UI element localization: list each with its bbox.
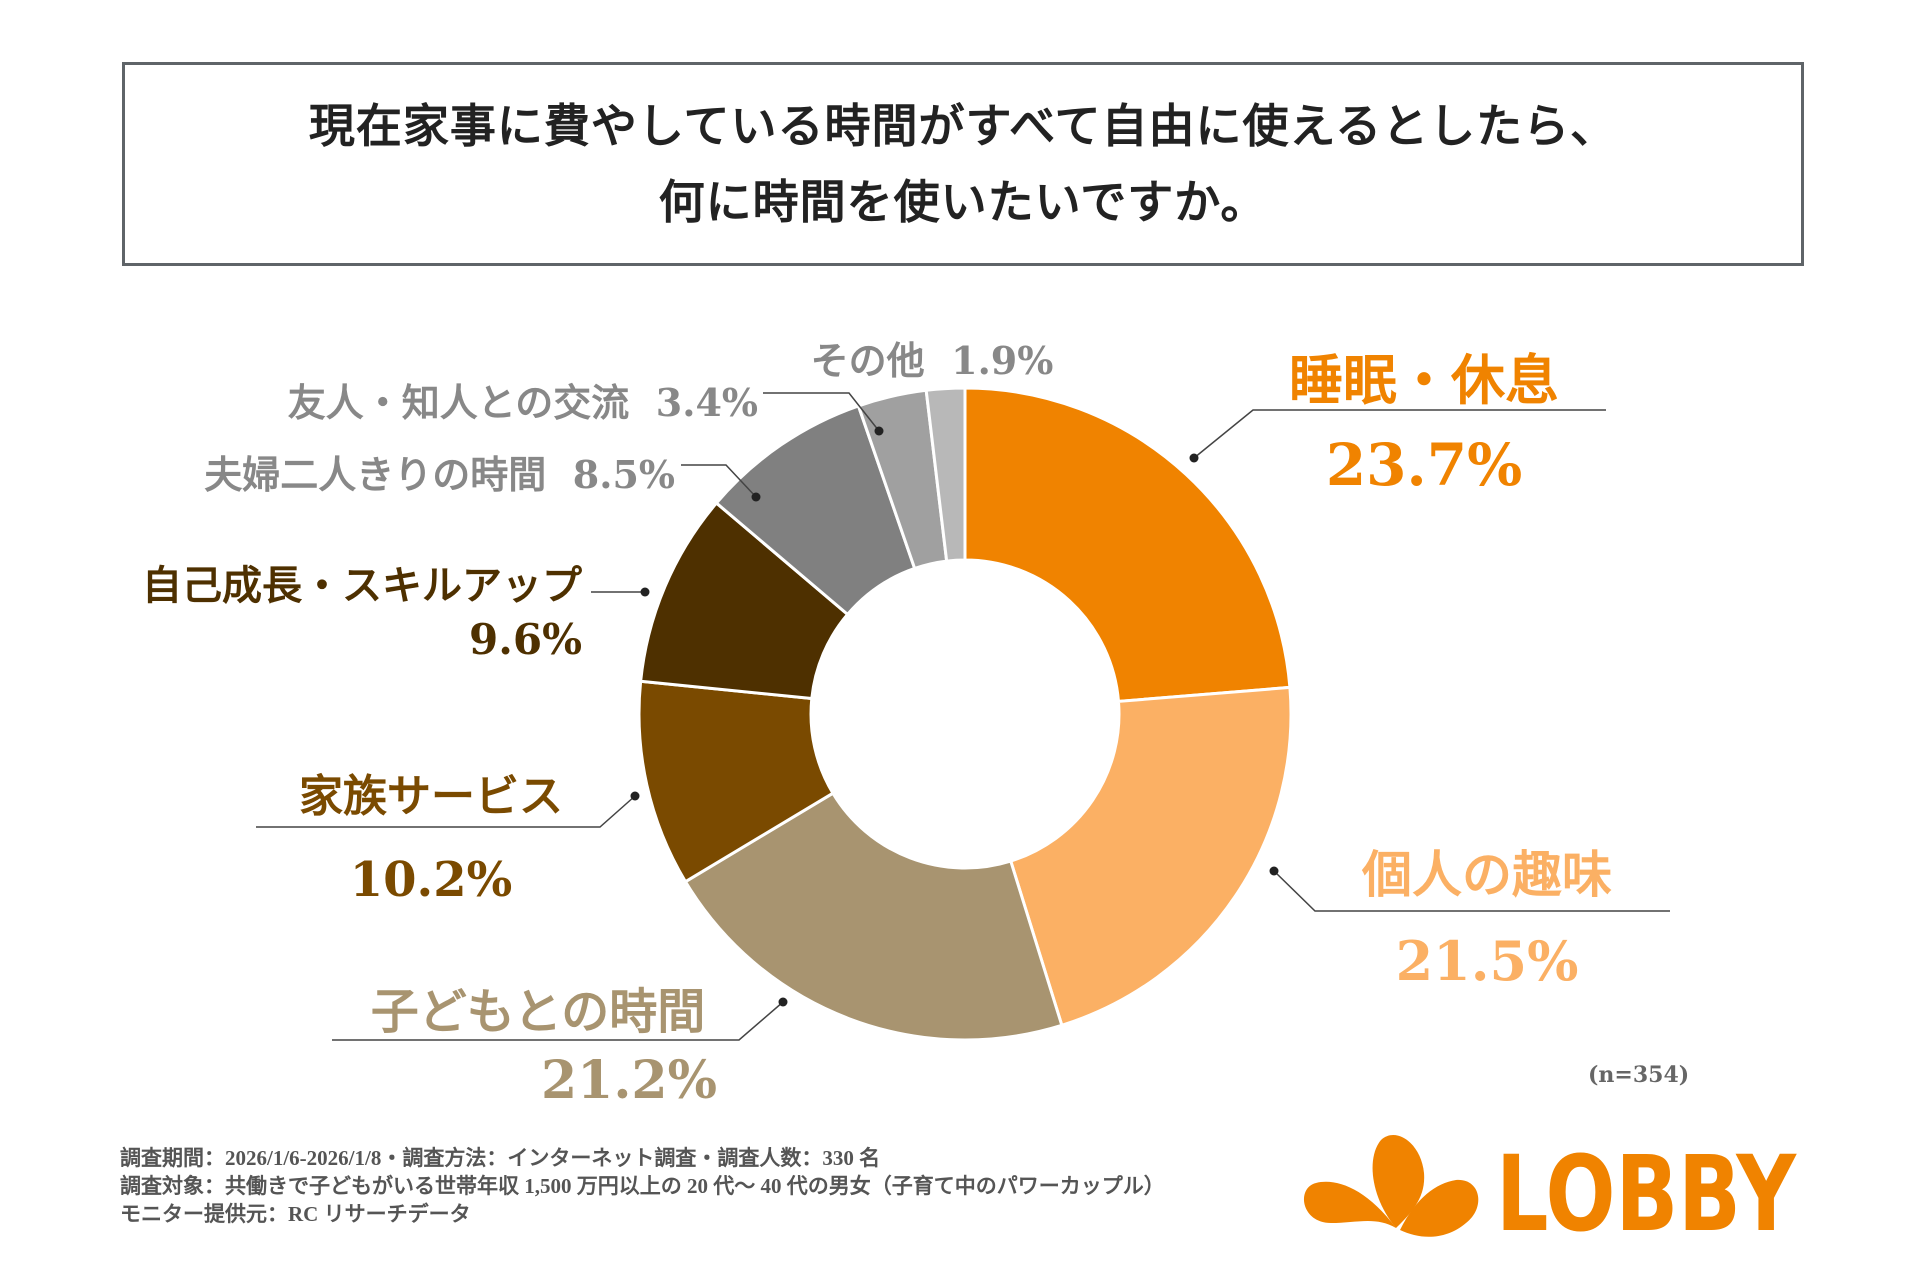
donut-slice	[683, 791, 1064, 1042]
leader-dot	[630, 791, 640, 801]
label-time-with-children: 子どもとの時間	[371, 972, 706, 1042]
leader-line	[256, 795, 636, 828]
leader-dot	[640, 587, 650, 597]
leader-dot	[778, 997, 788, 1007]
label-self-growth: 自己成長・スキルアップ 9.6%	[142, 553, 582, 664]
leader-dot	[1189, 453, 1199, 463]
chart-title-line1: 現在家事に費やしている時間がすべて自由に使えるとしたら、	[308, 99, 1618, 153]
label-value: 8.5%	[572, 452, 675, 497]
leader-line	[332, 1001, 784, 1041]
donut-slice	[639, 500, 850, 701]
label-value: 23.7%	[1325, 431, 1523, 499]
label-friends: 友人・知人との交流 3.4%	[288, 372, 758, 427]
lobby-logo: LOBBY	[1296, 1118, 1816, 1255]
label-text: その他	[810, 338, 925, 383]
label-value: 1.9%	[951, 338, 1054, 383]
label-text: 個人の趣味	[1362, 845, 1612, 904]
title-box: 現在家事に費やしている時間がすべて自由に使えるとしたら、 何に時間を使いたいです…	[122, 62, 1804, 266]
label-family-service: 家族サービス 10.2%	[299, 760, 563, 908]
logo-leaf-icon	[1304, 1135, 1479, 1237]
label-text: 子どもとの時間	[370, 984, 706, 1040]
svg-text:LOBBY: LOBBY	[1496, 1133, 1797, 1248]
label-value-time-with-children: 21.2%	[540, 1050, 718, 1111]
leader-line	[681, 464, 757, 498]
label-text: 夫婦二人きりの時間	[204, 452, 547, 497]
label-personal-hobby: 個人の趣味 21.5%	[1362, 835, 1612, 993]
footnote-period: 調査期間：2026/1/6-2026/1/8・調査方法：インターネット調査・調査…	[120, 1146, 881, 1170]
donut-slice	[1008, 685, 1293, 1028]
label-text: 家族サービス	[299, 771, 563, 822]
leader-dot	[874, 426, 884, 436]
sample-size: (n=354)	[1588, 1062, 1690, 1088]
label-text: 自己成長・スキルアップ	[142, 562, 582, 609]
label-value: 9.6%	[469, 615, 582, 664]
leader-line	[1273, 870, 1670, 912]
leader-dot	[1269, 866, 1279, 876]
label-text: 友人・知人との交流	[287, 380, 630, 425]
label-value: 10.2%	[349, 852, 513, 908]
leader-line	[763, 392, 880, 432]
label-value: 3.4%	[655, 380, 758, 425]
leader-dot	[751, 492, 761, 502]
label-couple-time: 夫婦二人きりの時間 8.5%	[204, 444, 675, 499]
donut-slice	[924, 386, 967, 563]
label-value: 21.5%	[1395, 929, 1579, 993]
footnote-target: 調査対象：共働きで子どもがいる世帯年収 1,500 万円以上の 20 代〜 40…	[120, 1174, 1165, 1198]
footnote-provider: モニター提供元：RC リサーチデータ	[120, 1202, 471, 1226]
label-text: 睡眠・休息	[1289, 348, 1559, 412]
donut-slice	[963, 386, 1292, 704]
leader-line	[1193, 409, 1606, 459]
label-sleep-rest: 睡眠・休息 23.7%	[1289, 336, 1559, 499]
survey-footnote: 調査期間：2026/1/6-2026/1/8・調査方法：インターネット調査・調査…	[120, 1144, 1165, 1228]
chart-title-line2: 何に時間を使いたいですか。	[658, 175, 1268, 229]
label-other: その他 1.9%	[811, 330, 1054, 385]
